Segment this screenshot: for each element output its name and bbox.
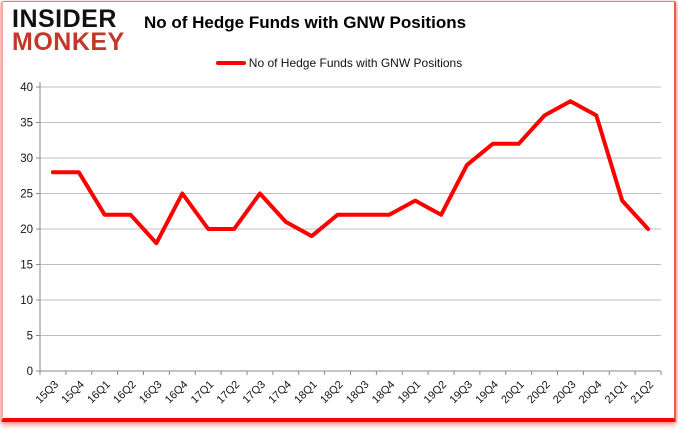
x-tick-label: 19Q2 — [422, 379, 450, 407]
x-tick-label: 18Q4 — [370, 379, 398, 407]
insider-monkey-logo: INSIDER MONKEY — [12, 5, 125, 56]
x-tick-label: 19Q3 — [448, 379, 476, 407]
x-tick-label: 16Q4 — [163, 379, 191, 407]
y-tick-label: 40 — [20, 82, 33, 94]
x-tick-label: 20Q4 — [577, 379, 605, 407]
x-tick-label: 16Q2 — [111, 379, 139, 407]
legend-line-swatch — [215, 61, 246, 65]
logo-line-monkey: MONKEY — [12, 28, 125, 56]
legend-label: No of Hedge Funds with GNW Positions — [248, 56, 463, 70]
x-tick-label: 21Q1 — [603, 379, 631, 407]
x-tick-label: 15Q4 — [59, 379, 87, 407]
x-tick-label: 16Q1 — [85, 379, 113, 407]
y-tick-label: 25 — [20, 189, 33, 201]
x-tick-label: 20Q2 — [525, 379, 553, 407]
x-tick-label: 17Q2 — [215, 379, 243, 407]
series-line — [50, 99, 651, 246]
y-tick-label: 15 — [20, 260, 33, 272]
x-tick-label: 17Q1 — [189, 379, 217, 407]
x-tick-label: 17Q3 — [241, 379, 269, 407]
x-tick-label: 18Q3 — [344, 379, 372, 407]
x-tick-label: 15Q3 — [34, 379, 62, 407]
x-tick-label: 16Q3 — [137, 379, 165, 407]
x-tick-label: 17Q4 — [266, 379, 294, 407]
y-tick-label: 0 — [27, 366, 33, 378]
chart-title: No of Hedge Funds with GNW Positions — [144, 13, 467, 32]
logo-line-insider: INSIDER — [12, 5, 117, 33]
y-tick-label: 10 — [20, 295, 33, 307]
x-tick-label: 19Q1 — [396, 379, 424, 407]
x-tick-label: 20Q1 — [499, 379, 527, 407]
y-tick-label: 30 — [20, 153, 33, 165]
x-tick-label: 21Q2 — [629, 379, 657, 407]
x-tick-label: 18Q1 — [292, 379, 320, 407]
legend: No of Hedge Funds with GNW Positions — [0, 56, 678, 70]
y-tick-label: 5 — [27, 331, 33, 343]
x-tick-label: 19Q4 — [473, 379, 501, 407]
y-tick-label: 35 — [20, 118, 33, 130]
y-tick-label: 20 — [20, 224, 33, 236]
x-tick-label: 20Q3 — [551, 379, 579, 407]
x-tick-label: 18Q2 — [318, 379, 346, 407]
